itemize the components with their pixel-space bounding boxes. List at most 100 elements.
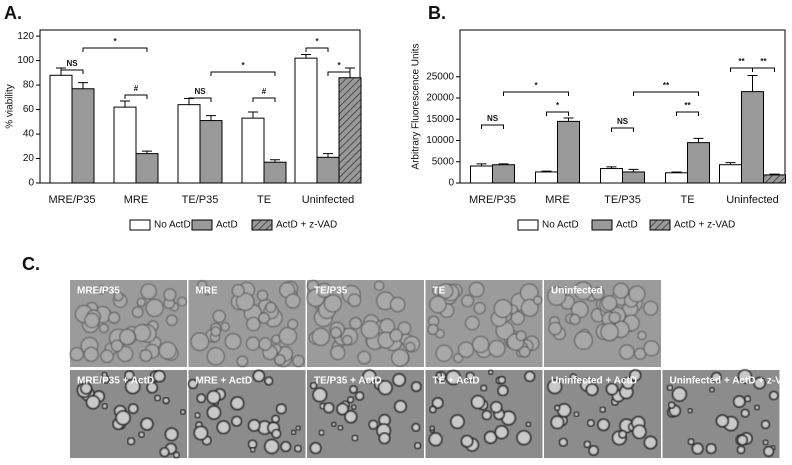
cell (99, 323, 109, 334)
cell (460, 434, 474, 448)
cell (515, 330, 527, 342)
cell (360, 320, 380, 339)
x-tick-label: TE/P35 (182, 194, 219, 206)
cell (769, 390, 779, 401)
cell (194, 412, 201, 419)
significance: NS (617, 117, 629, 126)
cell (429, 295, 447, 314)
bracket (82, 47, 148, 52)
cell (550, 415, 565, 430)
significance: * (113, 37, 117, 46)
cell (210, 326, 221, 337)
x-tick-label: MRE (124, 194, 148, 206)
cell (230, 396, 245, 411)
cell (258, 337, 272, 351)
cell (124, 370, 135, 381)
cell (197, 280, 208, 291)
cell (100, 349, 114, 363)
cell (119, 328, 136, 346)
legend-swatch (517, 219, 539, 231)
micrograph (70, 369, 187, 459)
cell (216, 420, 231, 435)
cell (588, 445, 599, 456)
micrograph (307, 369, 424, 458)
cell (468, 281, 485, 298)
cell (347, 293, 362, 307)
image-label: MRE/P35 (77, 285, 120, 296)
cell (378, 432, 391, 445)
cell (235, 292, 255, 311)
cell (520, 298, 539, 317)
error-bar (78, 82, 88, 89)
cell (271, 428, 282, 439)
cell (618, 429, 628, 439)
cell (377, 380, 393, 396)
y-tick-label: 15000 (426, 114, 454, 125)
cell (146, 381, 159, 394)
cell (83, 346, 99, 362)
legend-label: ActD (216, 220, 238, 231)
cell (518, 346, 531, 358)
bar (199, 120, 223, 184)
cell (744, 395, 752, 403)
error-bar (747, 74, 758, 92)
cell (487, 369, 494, 376)
cell (710, 371, 722, 383)
panel-label: C. (22, 254, 40, 274)
cell (265, 301, 277, 313)
cell (131, 306, 144, 318)
legend-label: No ActD (542, 220, 579, 231)
y-axis-label: Arbitrary Fluorescence Units (411, 43, 422, 169)
cell (311, 327, 330, 346)
cell (351, 404, 357, 410)
bracket (252, 97, 276, 102)
cell (224, 333, 242, 350)
cell (687, 438, 695, 446)
bracket (633, 91, 699, 96)
cell (280, 441, 292, 453)
bar (719, 164, 742, 184)
cell (164, 427, 179, 442)
bar (600, 168, 623, 184)
cell (206, 405, 222, 420)
x-tick-label: MRE/P35 (469, 194, 516, 206)
cell (431, 397, 444, 409)
cell (287, 318, 298, 330)
error-bar (120, 100, 130, 108)
significance: * (556, 101, 560, 110)
bracket (481, 124, 504, 129)
cell (687, 407, 693, 414)
cell (389, 328, 403, 342)
cell (231, 284, 245, 298)
micrograph (187, 369, 306, 458)
y-tick-label: 100 (17, 55, 34, 66)
cell (96, 285, 106, 295)
cell (126, 437, 136, 446)
y-tick-label: 25000 (426, 71, 454, 82)
x-tick-label: MRE (545, 194, 569, 206)
cell (497, 375, 507, 385)
cell (290, 429, 297, 436)
cell (631, 424, 647, 440)
cell (245, 336, 260, 351)
bar (665, 172, 688, 184)
y-axis-label: % viability (5, 84, 16, 128)
y-tick-label: 80 (23, 80, 35, 91)
legend-label: No ActD (154, 220, 191, 231)
cell (488, 339, 506, 358)
bar (263, 161, 287, 184)
cell (461, 294, 474, 308)
micrograph (544, 280, 661, 367)
legend-label: ActD + z-VAD (674, 220, 735, 231)
cell (145, 298, 164, 317)
cell (621, 376, 635, 390)
cell (85, 395, 101, 410)
cell (177, 296, 188, 307)
cell (196, 393, 207, 404)
cell (691, 442, 704, 455)
cell (154, 394, 162, 402)
y-tick-label: 0 (28, 178, 34, 189)
y-tick-label: 20 (23, 153, 35, 164)
cell (516, 430, 532, 446)
error-bar (498, 163, 509, 165)
